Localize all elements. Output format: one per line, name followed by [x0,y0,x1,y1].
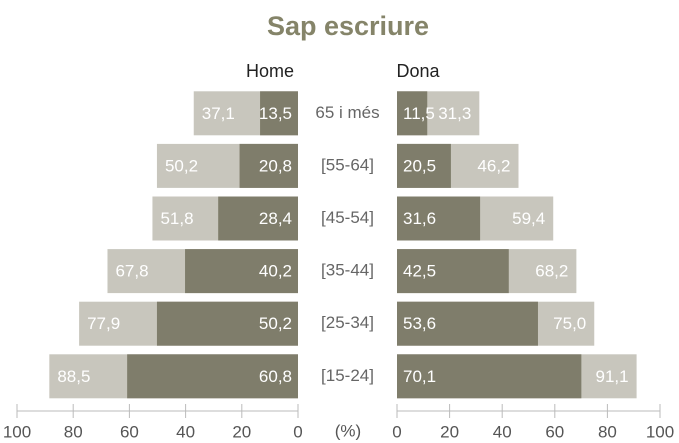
value-label: 77,9 [87,314,120,333]
value-label: 51,8 [160,209,193,228]
x-tick-label: 100 [3,422,31,441]
x-tick-label: 0 [293,422,302,441]
value-label: 20,8 [259,156,292,175]
value-label: 67,8 [115,262,148,281]
x-tick-label: 100 [646,422,674,441]
bar [260,91,298,136]
bar [127,354,298,399]
x-tick-label: 80 [64,422,83,441]
bar [239,143,298,188]
bar [156,301,298,346]
chart-title: Sap escriure [267,11,429,41]
value-label: 42,5 [403,262,436,281]
x-tick-label: 40 [493,422,512,441]
category-label: [45-54] [321,208,374,227]
x-axis-label: (%) [335,421,361,440]
category-label: [25-34] [321,313,374,332]
value-label: 75,0 [553,314,586,333]
category-label: [35-44] [321,261,374,280]
side-label: Home [246,61,294,81]
x-tick-label: 20 [232,422,251,441]
bar [397,301,538,346]
x-tick-label: 20 [440,422,459,441]
bar [397,91,428,136]
bar [397,196,481,241]
value-label: 50,2 [259,314,292,333]
value-label: 91,1 [595,367,628,386]
category-label: 65 i més [315,103,379,122]
value-label: 40,2 [259,262,292,281]
value-label: 88,5 [57,367,90,386]
x-tick-label: 40 [176,422,195,441]
value-label: 11,5 [403,104,435,123]
x-tick-label: 0 [392,422,401,441]
x-tick-label: 60 [120,422,139,441]
category-label: [15-24] [321,366,374,385]
value-label: 70,1 [403,367,436,386]
value-label: 37,1 [202,104,235,123]
x-tick-label: 80 [598,422,617,441]
x-tick-label: 60 [545,422,564,441]
value-label: 59,4 [512,209,545,228]
value-label: 46,2 [477,156,510,175]
value-label: 50,2 [165,156,198,175]
side-label: Dona [396,61,440,81]
value-label: 20,5 [403,156,436,175]
bar [397,354,582,399]
bar [218,196,298,241]
value-label: 31,3 [438,104,471,123]
bar [397,249,509,294]
value-label: 60,8 [259,367,292,386]
value-label: 28,4 [259,209,292,228]
value-label: 13,5 [259,104,292,123]
value-label: 31,6 [403,209,436,228]
bar [185,249,298,294]
category-label: [55-64] [321,155,374,174]
bar [397,143,451,188]
value-label: 68,2 [535,262,568,281]
value-label: 53,6 [403,314,436,333]
